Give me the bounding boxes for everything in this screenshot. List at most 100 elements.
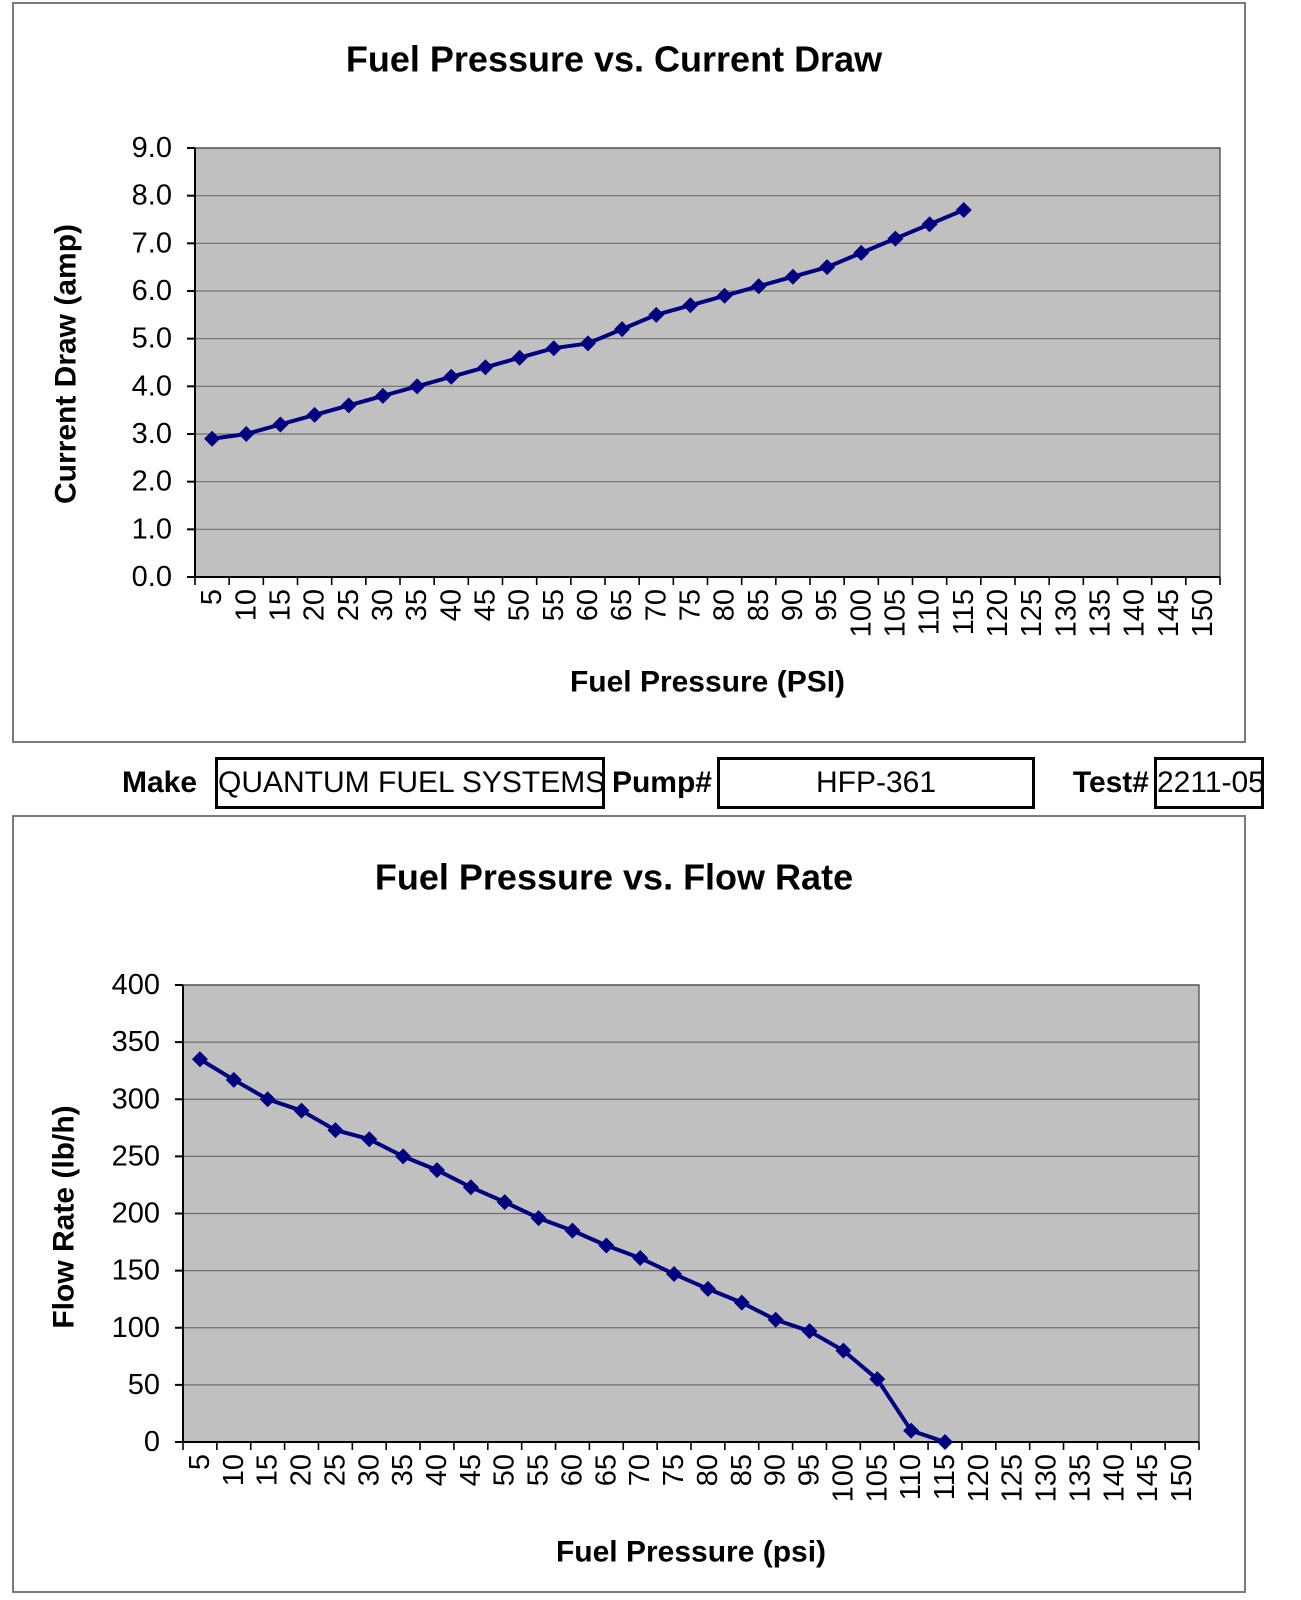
data-point-marker	[530, 1210, 547, 1227]
x-tick-label: 100	[845, 589, 877, 637]
y-tick-label: 200	[112, 1198, 160, 1230]
data-point-marker	[293, 1102, 310, 1119]
data-point-marker	[750, 278, 767, 295]
y-tick-label: 300	[112, 1083, 160, 1115]
make-field[interactable]: QUANTUM FUEL SYSTEMS	[215, 757, 605, 809]
x-tick-label: 100	[827, 1454, 859, 1502]
x-tick-label: 90	[777, 589, 809, 621]
data-point-marker	[259, 1091, 276, 1108]
y-tick-label: 5.0	[132, 323, 172, 355]
x-tick-label: 110	[914, 589, 946, 635]
y-tick-label: 50	[128, 1369, 160, 1401]
data-point-marker	[272, 416, 289, 433]
x-tick-label: 15	[252, 1454, 284, 1486]
x-tick-label: 45	[469, 589, 501, 621]
y-axis-ticks: 0 50 100 150 200 250 300 350 400	[112, 969, 183, 1458]
y-tick-label: 2.0	[132, 466, 172, 498]
data-point-marker	[429, 1162, 445, 1179]
data-point-marker	[716, 287, 733, 304]
data-point-marker	[191, 1051, 208, 1068]
y-tick-label: 100	[112, 1312, 160, 1344]
x-tick-label: 115	[948, 589, 980, 635]
data-point-marker	[361, 1131, 378, 1148]
x-tick-label: 145	[1132, 1454, 1164, 1502]
x-tick-label: 80	[709, 589, 741, 621]
data-point-marker	[767, 1311, 784, 1328]
x-tick-label: 125	[997, 1454, 1029, 1502]
chart-title: Fuel Pressure vs. Flow Rate	[375, 857, 853, 898]
data-point-marker	[733, 1294, 750, 1311]
y-axis-title: Current Draw (amp)	[50, 224, 83, 504]
y-tick-label: 9.0	[132, 132, 172, 164]
x-tick-label: 35	[387, 1454, 419, 1486]
series-markers	[191, 1051, 953, 1450]
data-point-marker	[374, 387, 391, 404]
x-tick-label: 105	[861, 1454, 893, 1502]
x-tick-label: 130	[1031, 1454, 1063, 1502]
x-tick-label: 75	[674, 589, 706, 621]
x-tick-label: 10	[218, 1454, 250, 1486]
x-tick-label: 65	[606, 589, 638, 621]
x-tick-label: 95	[794, 1454, 826, 1486]
x-tick-label: 135	[1084, 589, 1116, 637]
x-tick-label: 150	[1187, 589, 1219, 637]
pump-number-label: Pump#	[611, 766, 712, 799]
x-tick-label: 50	[489, 1454, 521, 1486]
data-point-marker	[869, 1371, 886, 1388]
x-tick-label: 5	[184, 1454, 216, 1470]
x-axis-title: Fuel Pressure (psi)	[556, 1536, 826, 1569]
x-tick-label: 30	[367, 589, 399, 621]
data-point-marker	[327, 1122, 344, 1139]
data-point-marker	[238, 426, 255, 442]
data-point-marker	[835, 1342, 852, 1359]
data-point-marker	[784, 268, 801, 285]
test-number-value: 2211-05	[1157, 766, 1265, 799]
x-tick-label: 145	[1153, 589, 1185, 637]
x-tick-label: 90	[760, 1454, 792, 1486]
test-number-label: Test#	[1072, 766, 1149, 799]
x-tick-label: 120	[963, 1454, 995, 1502]
x-tick-label: 95	[811, 589, 843, 621]
y-tick-label: 6.0	[132, 275, 172, 307]
data-point-marker	[682, 297, 699, 314]
data-point-marker	[903, 1422, 920, 1439]
data-point-marker	[632, 1250, 649, 1267]
x-tick-label: 110	[895, 1454, 927, 1500]
y-axis-title: Flow Rate (lb/h)	[48, 1105, 81, 1328]
x-tick-label: 135	[1064, 1454, 1096, 1502]
x-axis-ticks: 5 10 15 20 25 30 35 40 45 50 55 60 65 70 75 80 85 90 95 100…	[194, 577, 1221, 637]
x-tick-label: 150	[1166, 1454, 1198, 1502]
data-point-marker	[614, 321, 631, 338]
x-tick-label: 85	[743, 589, 775, 621]
x-tick-label: 25	[319, 1454, 351, 1486]
x-tick-label: 40	[435, 589, 467, 621]
data-point-marker	[955, 201, 972, 218]
x-tick-label: 130	[1050, 589, 1082, 637]
y-tick-label: 8.0	[132, 180, 172, 212]
x-tick-label: 115	[929, 1454, 961, 1500]
make-value: QUANTUM FUEL SYSTEMS	[218, 766, 606, 799]
data-point-marker	[579, 335, 596, 352]
data-point-marker	[395, 1148, 412, 1165]
x-tick-label: 40	[421, 1454, 453, 1486]
test-number-field[interactable]: 2211-05	[1154, 757, 1265, 809]
x-tick-label: 75	[658, 1454, 690, 1486]
data-point-marker	[545, 340, 562, 357]
pump-number-field[interactable]: HFP-361	[717, 757, 1035, 809]
y-axis-ticks: 0.0 1.0 2.0 3.0 4.0 5.0 6.0 7.0 8.0 9.0	[132, 132, 195, 593]
x-tick-label: 20	[286, 1454, 318, 1486]
data-point-marker	[853, 244, 870, 261]
data-point-marker	[937, 1434, 953, 1450]
x-tick-label: 35	[401, 589, 433, 621]
data-point-marker	[648, 306, 665, 323]
y-tick-label: 0.0	[132, 561, 172, 593]
x-tick-label: 70	[640, 589, 672, 621]
pump-number-value: HFP-361	[815, 766, 937, 799]
x-tick-label: 15	[264, 589, 296, 621]
y-tick-label: 0	[144, 1426, 160, 1458]
plot-area	[195, 148, 1220, 577]
y-tick-label: 350	[112, 1026, 160, 1058]
y-tick-label: 1.0	[132, 513, 172, 545]
x-tick-label: 85	[726, 1454, 758, 1486]
